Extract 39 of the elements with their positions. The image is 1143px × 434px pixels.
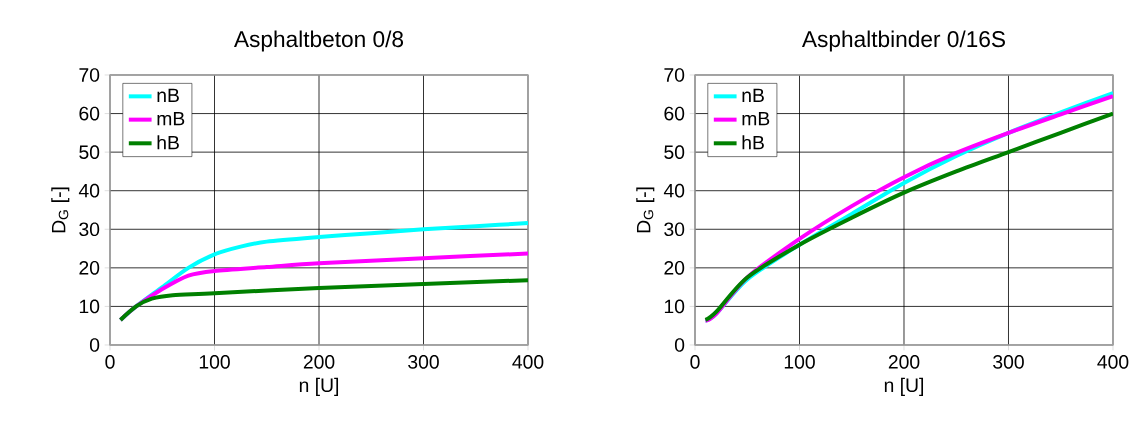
x-tick-label: 400 bbox=[512, 355, 544, 369]
y-tick-label: 10 bbox=[79, 299, 100, 314]
x-tick-label: 0 bbox=[690, 355, 700, 369]
y-tick-label: 50 bbox=[79, 145, 100, 159]
y-tick-label: 20 bbox=[79, 260, 100, 275]
y-tick-label: 60 bbox=[664, 106, 685, 121]
y-tick-label: 10 bbox=[664, 299, 685, 314]
x-tick-label: 100 bbox=[784, 355, 815, 369]
x-tick-label: 200 bbox=[303, 355, 335, 369]
legend-label: nB bbox=[742, 88, 764, 102]
legend-label: mB bbox=[157, 112, 185, 126]
y-tick-label: 70 bbox=[79, 68, 100, 82]
y-axis-title: D$_{G}$ [-] bbox=[636, 187, 655, 233]
x-axis-title: n [U] bbox=[299, 377, 339, 396]
chart-title: Asphaltbinder 0/16S bbox=[801, 30, 1005, 52]
y-tick-label: 70 bbox=[664, 68, 685, 82]
y-tick-label: 40 bbox=[78, 183, 100, 198]
chart-title: Asphaltbeton 0/8 bbox=[233, 30, 404, 52]
x-tick-label: 0 bbox=[105, 355, 115, 369]
y-tick-label: 30 bbox=[664, 222, 685, 237]
x-axis-title: n [U] bbox=[884, 377, 924, 396]
legend-label: hB bbox=[157, 135, 179, 150]
legend-label: nB bbox=[157, 88, 179, 102]
y-tick-label: 0 bbox=[89, 338, 100, 352]
x-tick-label: 300 bbox=[408, 355, 439, 369]
y-axis-title: D$_{G}$ [-] bbox=[51, 187, 70, 233]
y-tick-label: 30 bbox=[79, 222, 100, 237]
legend-label: mB bbox=[742, 112, 770, 126]
y-tick-label: 0 bbox=[674, 338, 685, 352]
y-tick-label: 20 bbox=[664, 260, 685, 275]
line-series bbox=[118, 278, 528, 322]
y-tick-label: 40 bbox=[663, 183, 685, 198]
x-tick-label: 300 bbox=[993, 355, 1024, 369]
y-tick-label: 60 bbox=[79, 106, 100, 121]
legend-label: hB bbox=[742, 135, 764, 150]
x-tick-label: 200 bbox=[888, 355, 920, 369]
y-tick-label: 50 bbox=[664, 145, 685, 159]
x-tick-label: 400 bbox=[1097, 355, 1129, 369]
x-tick-label: 100 bbox=[199, 355, 230, 369]
